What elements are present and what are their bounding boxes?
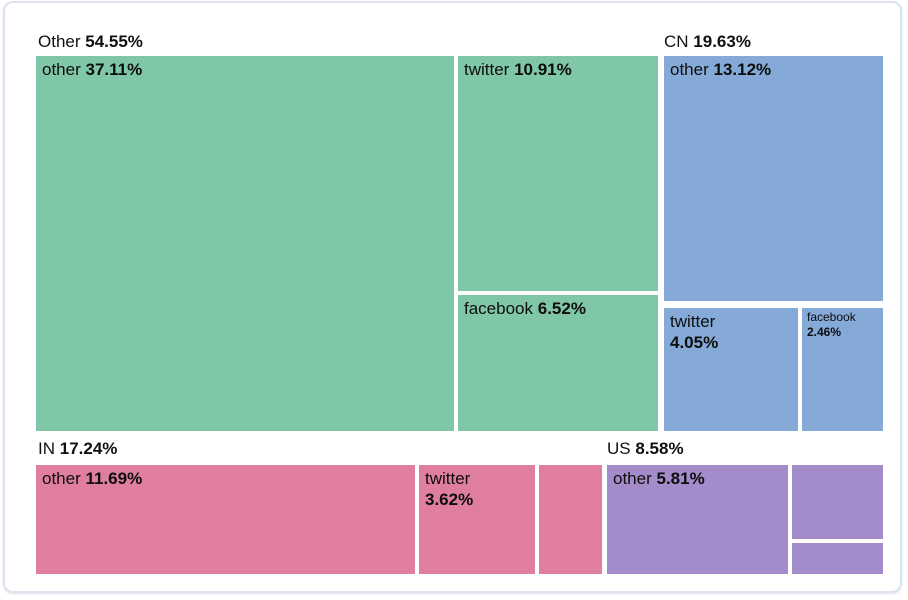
cell-value: 13.12% (713, 60, 772, 79)
cell-value: 5.81% (656, 469, 705, 488)
treemap-cell-other-twitter[interactable]: twitter 10.91% (458, 56, 658, 291)
group-value: 8.58% (635, 439, 684, 458)
group-label-in: IN 17.24% (38, 438, 117, 459)
cell-value: 3.62% (425, 490, 474, 509)
group-value: 17.24% (59, 439, 118, 458)
group-value: 19.63% (693, 32, 751, 51)
group-name: Other (38, 32, 81, 51)
treemap-cell-in-other[interactable]: other 11.69% (36, 465, 415, 574)
treemap-cell-in-unlabeled[interactable] (539, 465, 602, 574)
treemap-cell-cn-other[interactable]: other 13.12% (664, 56, 883, 301)
treemap-cell-other-other[interactable]: other 37.11% (36, 56, 454, 431)
treemap-cell-cn-twitter[interactable]: twitter 4.05% (664, 308, 798, 431)
cell-value: 4.05% (670, 333, 719, 352)
group-name: IN (38, 439, 55, 458)
group-label-us: US 8.58% (607, 438, 684, 459)
treemap-cell-other-facebook[interactable]: facebook 6.52% (458, 295, 658, 431)
cell-value: 2.46% (807, 325, 842, 339)
cell-name: facebook (807, 310, 856, 324)
cell-name: twitter (464, 60, 510, 79)
group-value: 54.55% (85, 32, 143, 51)
treemap-cell-us-unlabeled-1[interactable] (792, 465, 883, 539)
cell-name: other (613, 469, 652, 488)
cell-name: other (42, 60, 81, 79)
treemap-card: Other 54.55% CN 19.63% IN 17.24% US 8.58… (3, 1, 902, 593)
treemap-cell-in-twitter[interactable]: twitter 3.62% (419, 465, 535, 574)
cell-name: twitter (670, 312, 716, 331)
cell-name: facebook (464, 299, 533, 318)
group-name: CN (664, 32, 689, 51)
cell-value: 37.11% (85, 60, 143, 79)
cell-value: 10.91% (514, 60, 572, 79)
cell-name: other (42, 469, 81, 488)
cell-name: twitter (425, 469, 471, 488)
treemap-cell-us-other[interactable]: other 5.81% (607, 465, 788, 574)
treemap-cell-us-unlabeled-2[interactable] (792, 543, 883, 574)
group-label-other: Other 54.55% (38, 31, 143, 52)
group-label-cn: CN 19.63% (664, 31, 751, 52)
group-name: US (607, 439, 631, 458)
cell-name: other (670, 60, 709, 79)
cell-value: 11.69% (85, 469, 143, 488)
treemap-cell-cn-facebook[interactable]: facebook 2.46% (802, 308, 883, 431)
cell-value: 6.52% (537, 299, 586, 318)
